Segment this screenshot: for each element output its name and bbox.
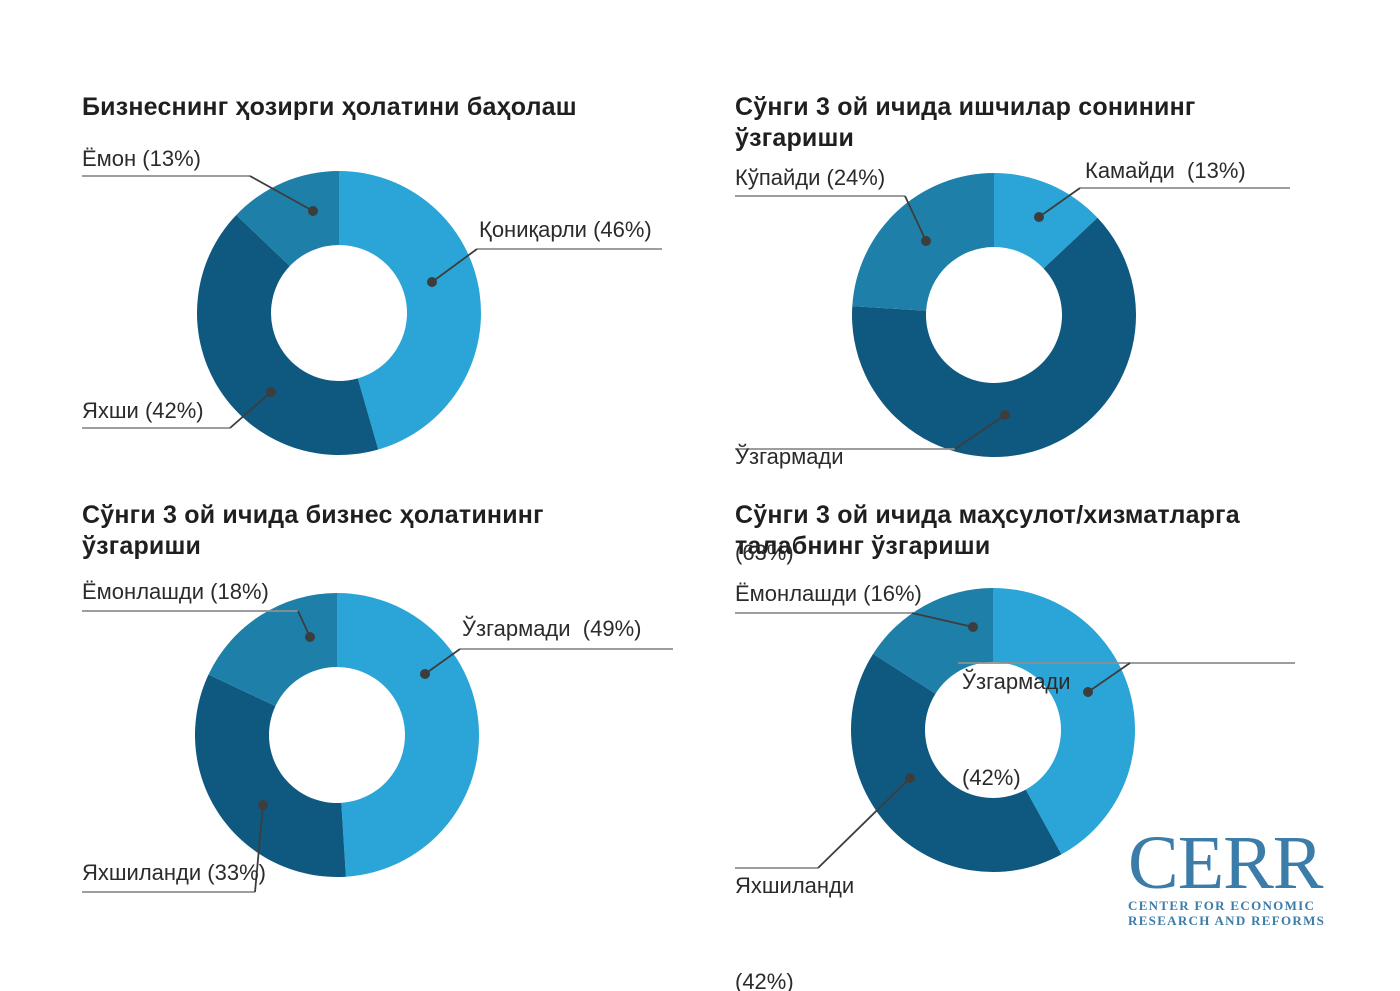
donut-slice xyxy=(197,214,379,455)
leader-dot xyxy=(258,800,268,810)
donut-slice xyxy=(339,171,481,450)
leader-dot xyxy=(427,277,437,287)
leader-dot xyxy=(266,387,276,397)
donut-slice xyxy=(993,588,1136,855)
leader-line xyxy=(254,804,264,893)
slice-label-line: (42%) xyxy=(735,969,794,991)
slice-label-kupaydi: Кўпайди (24%) xyxy=(735,165,886,190)
donut-business-state-change xyxy=(194,593,479,877)
donut-slice xyxy=(850,653,1062,872)
leader-line xyxy=(1087,662,1131,693)
chart-title-business-state-change: Сўнги 3 ой ичида бизнес ҳолатининг ўзгар… xyxy=(82,501,544,560)
slice-label-uzgarmadi-63: Ўзгармади (63%) xyxy=(735,377,844,633)
slice-label-uzgarmadi-42: Ўзгармади (42%) xyxy=(962,602,1071,858)
donut-demand-change xyxy=(850,588,1136,872)
slice-label-line: (42%) xyxy=(962,765,1021,790)
leader-dot xyxy=(305,632,315,642)
donut-current-business-state xyxy=(197,171,481,455)
donut-slice xyxy=(236,171,339,267)
donut-slice xyxy=(994,173,1098,269)
leader-dot xyxy=(905,773,915,783)
leader-line xyxy=(954,414,1006,450)
cerr-logo-tagline-line1: CENTER FOR ECONOMIC xyxy=(1128,898,1316,913)
slice-label-kamaydi: Камайди (13%) xyxy=(1085,158,1246,183)
leader-line xyxy=(1038,187,1081,218)
leader-dot xyxy=(1000,410,1010,420)
leader-dot xyxy=(308,206,318,216)
donut-slice xyxy=(208,593,337,707)
leader-dot xyxy=(1034,212,1044,222)
slice-label-line: (63%) xyxy=(735,540,794,565)
slice-label-line: Ўзгармади xyxy=(962,669,1071,694)
leader-line xyxy=(229,391,272,429)
slice-label-qoniqarli: Қониқарли (46%) xyxy=(479,217,652,242)
leader-lines xyxy=(82,175,1295,893)
leader-line xyxy=(911,612,974,628)
leader-line xyxy=(817,777,911,869)
donut-workers-count-change xyxy=(852,173,1137,457)
leader-line xyxy=(431,248,478,283)
leader-line xyxy=(249,175,314,212)
slice-label-yomonlashdi-16: Ёмонлашди (16%) xyxy=(735,581,922,606)
leader-dot xyxy=(968,622,978,632)
chart-title-workers-count-change: Сўнги 3 ой ичида ишчилар сонининг ўзгари… xyxy=(735,93,1196,152)
slice-label-yaxshilandi-33: Яхшиланди (33%) xyxy=(82,860,266,885)
leader-line xyxy=(424,648,461,675)
chart-title-demand-change: Сўнги 3 ой ичида маҳсулот/хизматларга та… xyxy=(735,501,1240,560)
cerr-logo-tagline-line2: RESEARCH AND REFORMS xyxy=(1128,913,1326,928)
slice-label-line: Ўзгармади xyxy=(735,444,844,469)
cerr-logo: CERR CENTER FOR ECONOMIC RESEARCH AND RE… xyxy=(1128,821,1326,928)
leader-dot xyxy=(420,669,430,679)
slice-label-yomonlashdi-18: Ёмонлашди (18%) xyxy=(82,579,269,604)
slice-label-uzgarmadi-49: Ўзгармади (49%) xyxy=(462,616,642,641)
chart-title-current-business-state: Бизнеснинг ҳозирги ҳолатини баҳолаш xyxy=(82,93,577,121)
slice-label-line: Яхшиланди xyxy=(735,873,855,898)
slice-label-yomon: Ёмон (13%) xyxy=(82,146,201,171)
donut-slice xyxy=(194,674,346,877)
leader-dot xyxy=(1083,687,1093,697)
donut-slice xyxy=(852,217,1137,457)
cerr-logo-wordmark: CERR xyxy=(1128,821,1324,905)
leader-dot xyxy=(921,236,931,246)
slice-label-yaxshilandi-42: Яхшиланди (42%) xyxy=(735,806,854,991)
donut-slice xyxy=(337,593,479,877)
slice-label-yaxshi: Яхши (42%) xyxy=(82,398,204,423)
donut-slice xyxy=(873,588,993,694)
leader-line xyxy=(904,195,927,242)
